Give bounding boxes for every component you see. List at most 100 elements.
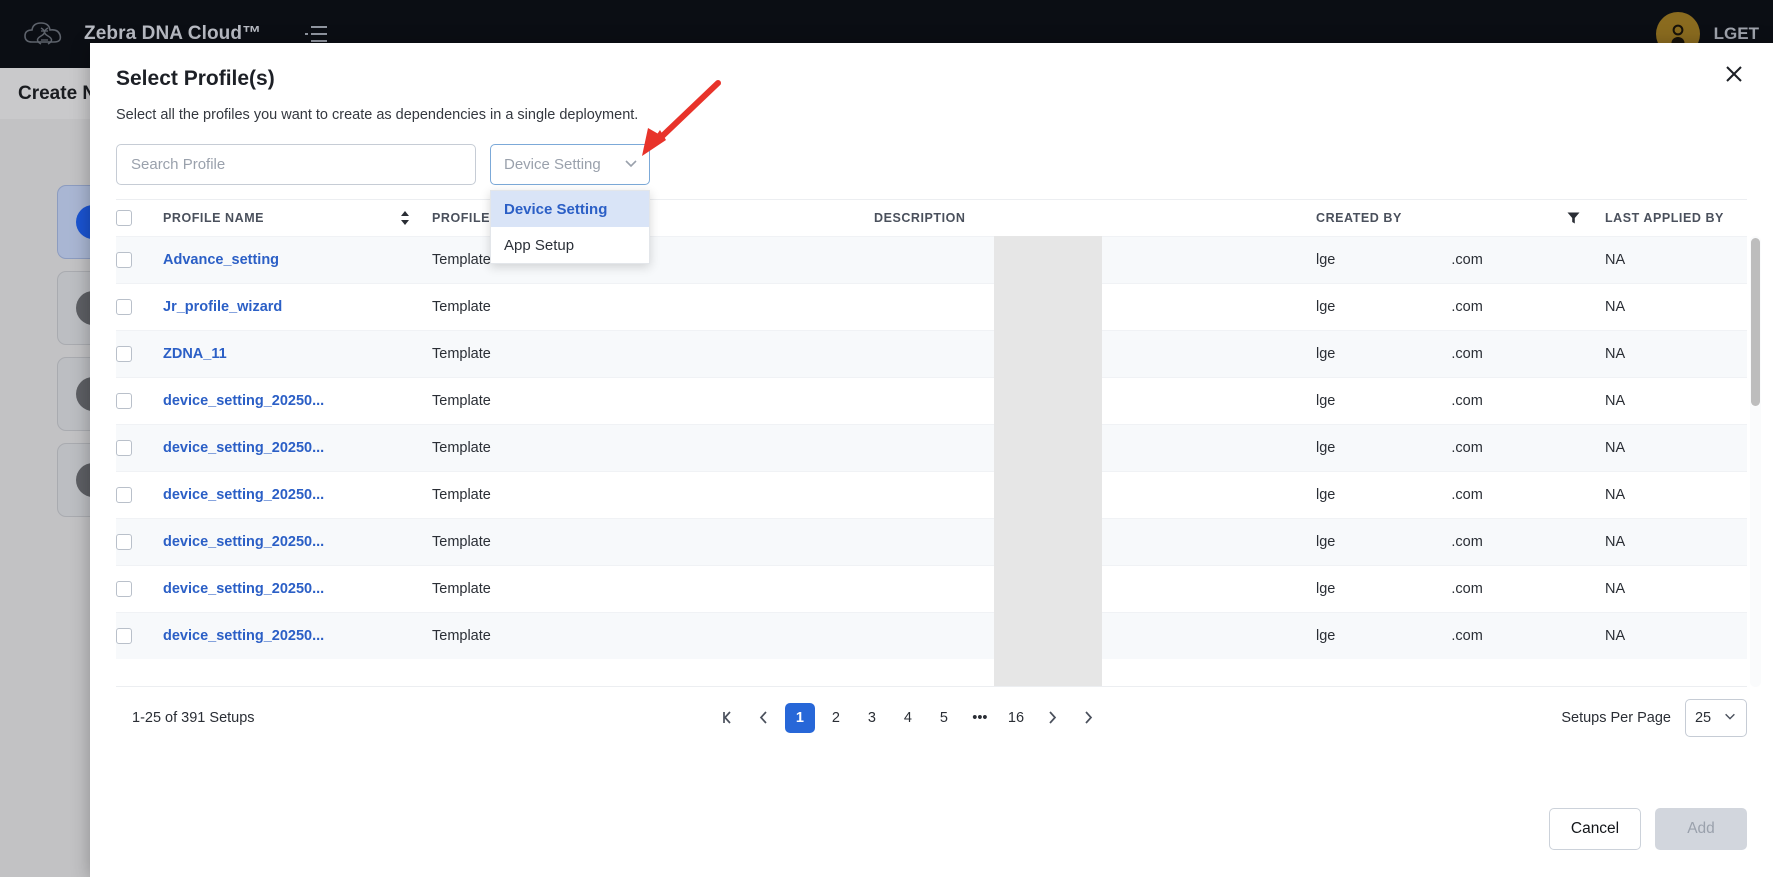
page-first-icon[interactable] xyxy=(713,703,743,733)
dialog-subtitle: Select all the profiles you want to crea… xyxy=(116,107,639,123)
pagination-page-5[interactable]: 5 xyxy=(939,709,948,726)
profile-name-link[interactable]: Jr_profile_wizard xyxy=(163,299,283,315)
dropdown-option-label: Device Setting xyxy=(504,200,608,218)
created-by-suffix: .com xyxy=(1451,393,1483,409)
table-row[interactable]: device_setting_20250... Template lge .com NA… xyxy=(116,377,1747,424)
cell-last-applied-by: NA xyxy=(1605,581,1626,597)
checkbox-unchecked-icon[interactable] xyxy=(116,628,132,644)
column-header-profile-name[interactable]: PROFILE NAME xyxy=(163,211,265,225)
search-input[interactable] xyxy=(116,144,476,185)
cell-created-by: lge .com xyxy=(1316,440,1567,456)
pagination-page-16[interactable]: 16 xyxy=(1007,709,1025,726)
dropdown-option-device-setting[interactable]: Device Setting xyxy=(491,191,649,227)
collapse-menu-icon[interactable] xyxy=(303,23,329,45)
dropdown-option-app-setup[interactable]: App Setup xyxy=(491,227,649,263)
created-by-suffix: .com xyxy=(1451,487,1483,503)
profile-name-link[interactable]: device_setting_20250... xyxy=(163,393,325,409)
row-checkbox-cell xyxy=(116,581,163,597)
cell-created-by: lge .com xyxy=(1316,628,1567,644)
cell-profile-status: Template xyxy=(432,534,491,550)
table-scrollbar[interactable] xyxy=(1750,236,1761,687)
per-page-select[interactable]: 25 xyxy=(1684,698,1747,737)
per-page-control: Setups Per Page 25 xyxy=(1561,698,1747,737)
page-last-icon[interactable] xyxy=(1073,703,1103,733)
row-checkbox-cell xyxy=(116,299,163,315)
table-row[interactable]: device_setting_20250... Template lge .com NA… xyxy=(116,471,1747,518)
cell-profile-name: device_setting_20250... xyxy=(163,581,399,597)
created-by-suffix: .com xyxy=(1451,534,1483,550)
page-next-icon[interactable] xyxy=(1037,703,1067,733)
profile-name-link[interactable]: Advance_setting xyxy=(163,252,280,268)
cell-created-by: lge .com xyxy=(1316,534,1567,550)
cell-last-applied-by: NA xyxy=(1605,346,1626,362)
created-by-suffix: .com xyxy=(1451,581,1483,597)
profile-name-link[interactable]: ZDNA_11 xyxy=(163,346,227,362)
chevron-down-icon xyxy=(1723,709,1737,727)
profile-name-link[interactable]: device_setting_20250... xyxy=(163,581,325,597)
checkbox-unchecked-icon[interactable] xyxy=(116,299,132,315)
cell-profile-status: Template xyxy=(432,440,491,456)
row-checkbox-cell xyxy=(116,534,163,550)
created-by-suffix: .com xyxy=(1451,299,1483,315)
checkbox-unchecked-icon[interactable] xyxy=(116,581,132,597)
cell-profile-status: Template xyxy=(432,487,491,503)
pagination-bar: 1-25 of 391 Setups 1 2 3 4 5 ••• 16 xyxy=(116,686,1747,748)
cancel-button[interactable]: Cancel xyxy=(1549,808,1641,850)
cell-profile-name: device_setting_20250... xyxy=(163,534,399,550)
pagination-page-3[interactable]: 3 xyxy=(867,709,876,726)
row-checkbox-cell xyxy=(116,487,163,503)
cell-created-by: lge .com xyxy=(1316,346,1567,362)
sort-updown-icon[interactable] xyxy=(399,210,432,226)
profile-name-link[interactable]: device_setting_20250... xyxy=(163,440,325,456)
select-all-checkbox-cell xyxy=(116,210,163,226)
cell-profile-status: Template xyxy=(432,346,491,362)
checkbox-unchecked-icon[interactable] xyxy=(116,252,132,268)
column-header-description[interactable]: DESCRIPTION xyxy=(874,211,966,225)
cell-profile-status: Template xyxy=(432,299,491,315)
checkbox-unchecked-icon[interactable] xyxy=(116,346,132,362)
checkbox-unchecked-icon[interactable] xyxy=(116,487,132,503)
profile-name-link[interactable]: device_setting_20250... xyxy=(163,487,325,503)
checkbox-unchecked-icon[interactable] xyxy=(116,534,132,550)
profile-type-select[interactable]: Device Setting xyxy=(490,144,650,185)
cell-created-by: lge .com xyxy=(1316,581,1567,597)
checkbox-unchecked-icon[interactable] xyxy=(116,210,132,226)
column-header-last-applied-by[interactable]: LAST APPLIED BY xyxy=(1605,211,1724,225)
dialog-title: Select Profile(s) xyxy=(116,67,275,90)
cell-last-applied-by: NA xyxy=(1605,628,1626,644)
checkbox-unchecked-icon[interactable] xyxy=(116,440,132,456)
pagination-page-1[interactable]: 1 xyxy=(784,702,815,733)
checkbox-unchecked-icon[interactable] xyxy=(116,393,132,409)
created-by-prefix: lge xyxy=(1316,252,1336,268)
pagination-page-2[interactable]: 2 xyxy=(831,709,840,726)
table-row[interactable]: device_setting_20250... Template lge .com NA… xyxy=(116,612,1747,659)
per-page-label: Setups Per Page xyxy=(1561,709,1671,726)
cell-last-applied-by: NA xyxy=(1605,252,1626,268)
page-prev-icon[interactable] xyxy=(749,703,779,733)
filter-funnel-icon[interactable] xyxy=(1567,211,1605,225)
created-by-suffix: .com xyxy=(1451,440,1483,456)
table-body: Advance_setting Template lge .com NA NA Jr_pro… xyxy=(116,236,1747,687)
pagination-controls: 1 2 3 4 5 ••• 16 xyxy=(713,702,1103,733)
row-checkbox-cell xyxy=(116,628,163,644)
table-row[interactable]: device_setting_20250... Template lge .com NA… xyxy=(116,518,1747,565)
dialog-header: Select Profile(s) Select all the profile… xyxy=(90,43,1773,123)
pagination-count-label: 1-25 of 391 Setups xyxy=(132,709,255,726)
cell-profile-name: device_setting_20250... xyxy=(163,440,399,456)
table-scrollbar-thumb[interactable] xyxy=(1751,238,1760,406)
pagination-page-4[interactable]: 4 xyxy=(903,709,912,726)
profile-type-select-value: Device Setting xyxy=(504,156,601,173)
profile-name-link[interactable]: device_setting_20250... xyxy=(163,628,325,644)
table-row[interactable]: device_setting_20250... Template lge .com NA… xyxy=(116,565,1747,612)
close-icon[interactable] xyxy=(1717,57,1751,91)
table-row[interactable]: device_setting_20250... Template lge .com NA… xyxy=(116,424,1747,471)
created-by-suffix: .com xyxy=(1451,628,1483,644)
column-header-created-by[interactable]: CREATED BY xyxy=(1316,211,1402,225)
cell-last-applied-by: NA xyxy=(1605,440,1626,456)
profile-name-link[interactable]: device_setting_20250... xyxy=(163,534,325,550)
cell-created-by: lge .com xyxy=(1316,299,1567,315)
